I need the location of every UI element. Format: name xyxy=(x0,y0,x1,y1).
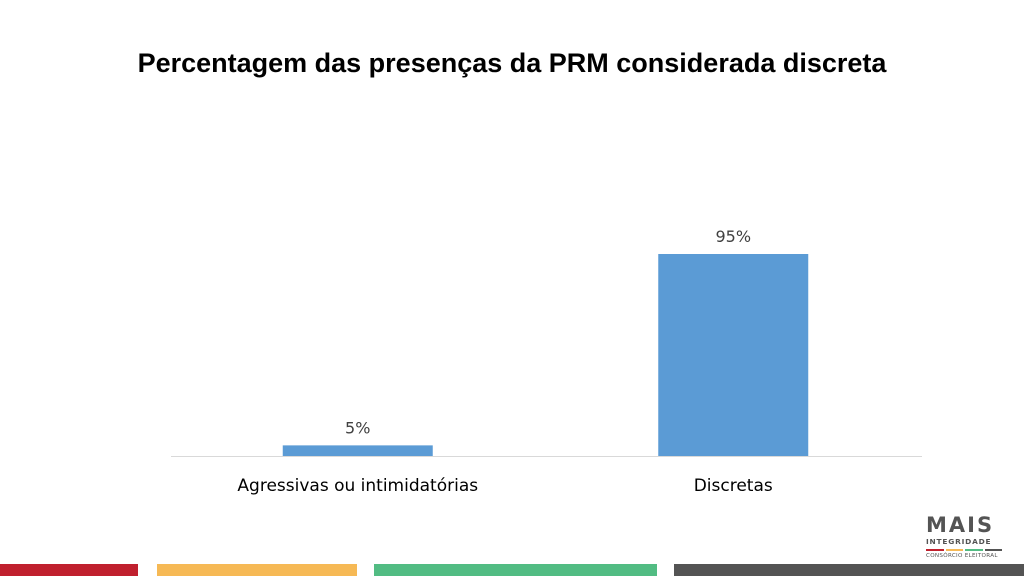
data-label-1: 5% xyxy=(345,418,370,437)
data-label-2: 95% xyxy=(715,227,751,246)
logo-stripe-red xyxy=(926,549,944,551)
chart-title: Percentagem das presenças da PRM conside… xyxy=(137,48,887,78)
footer-bar-gray xyxy=(674,564,1024,576)
bar-1 xyxy=(282,445,433,456)
logo-tagline: CONSÓRCIO ELEITORAL xyxy=(926,553,998,559)
x-tick-label-1: Agressivas ou intimidatórias xyxy=(237,476,478,496)
logo-stripe-yellow xyxy=(945,549,963,551)
mais-integridade-logo: MAIS INTEGRIDADE CONSÓRCIO ELEITORAL xyxy=(926,514,1002,559)
logo-stripe-gray xyxy=(984,549,1002,551)
footer-bar-yellow xyxy=(157,564,357,576)
logo-stripes xyxy=(926,549,1002,551)
logo-main-text: MAIS xyxy=(926,513,995,537)
footer-bar-red xyxy=(0,564,138,576)
logo-sub-text: INTEGRIDADE xyxy=(926,537,992,546)
logo-stripe-green xyxy=(965,549,983,551)
bar-2 xyxy=(658,254,809,456)
x-tick-label-2: Discretas xyxy=(694,476,773,496)
footer-bar-green xyxy=(374,564,657,576)
